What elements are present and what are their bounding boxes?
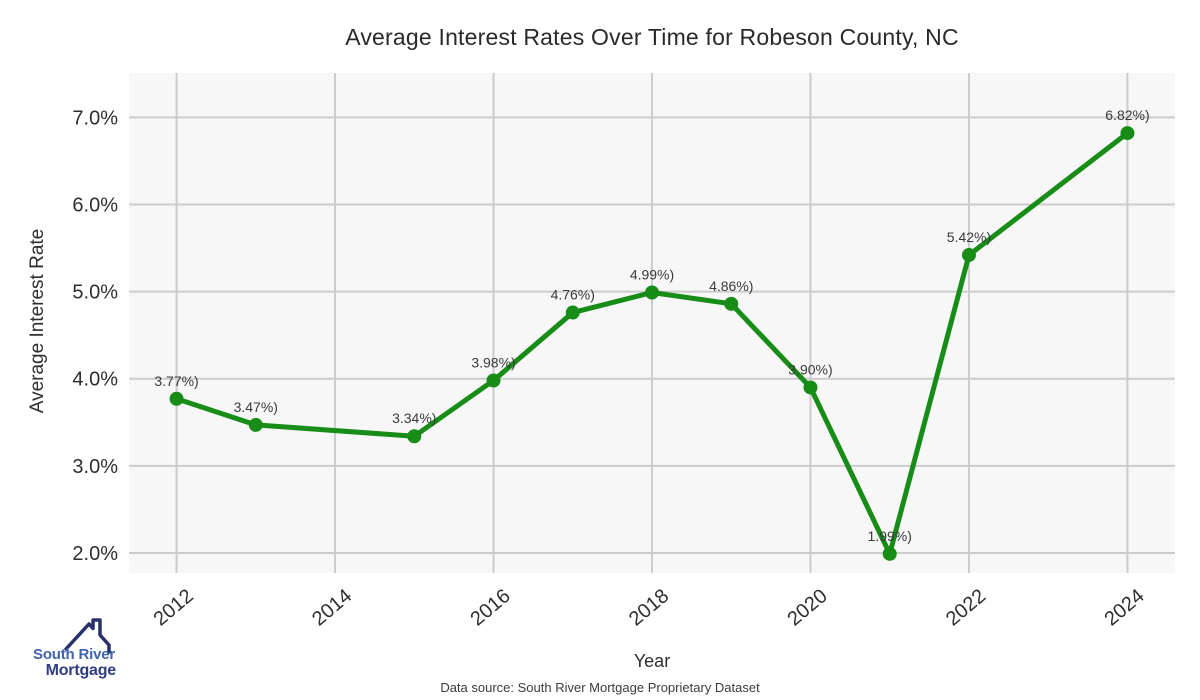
data-point-label: 5.42%) — [947, 229, 991, 245]
logo: South River Mortgage — [20, 610, 116, 685]
y-tick-label: 6.0% — [72, 195, 118, 217]
data-point — [1120, 126, 1135, 141]
chart-title: Average Interest Rates Over Time for Rob… — [345, 24, 959, 50]
logo-text-line2: Mortgage — [45, 662, 117, 679]
data-point-label: 1.99%) — [868, 528, 912, 544]
y-tick-label: 3.0% — [72, 456, 118, 478]
data-point-label: 4.99%) — [630, 267, 674, 283]
x-tick-label: 2022 — [942, 585, 990, 630]
data-point-label: 3.90%) — [788, 361, 832, 377]
data-point — [803, 380, 818, 395]
data-point — [565, 305, 580, 320]
data-point — [248, 417, 263, 432]
y-tick-label: 7.0% — [72, 107, 118, 129]
data-point-label: 6.82%) — [1105, 107, 1149, 123]
data-point — [169, 391, 184, 406]
data-source-note: Data source: South River Mortgage Propri… — [440, 680, 760, 695]
data-point — [882, 546, 897, 561]
data-point-label: 3.34%) — [392, 410, 436, 426]
y-tick-label: 4.0% — [72, 369, 118, 391]
x-tick-label: 2020 — [783, 585, 831, 630]
y-tick-label: 5.0% — [72, 282, 118, 304]
data-point — [961, 248, 976, 263]
data-point — [724, 296, 739, 311]
data-point-label: 3.98%) — [471, 354, 515, 370]
logo-text-line1: South River — [33, 646, 115, 663]
x-tick-label: 2012 — [150, 585, 198, 630]
y-axis-label: Average Interest Rate — [27, 228, 48, 414]
x-tick-label: 2014 — [308, 585, 356, 630]
data-point-label: 3.47%) — [234, 399, 278, 415]
x-tick-label: 2016 — [466, 585, 514, 630]
x-axis-label: Year — [633, 651, 671, 671]
house-roof-icon — [64, 618, 111, 654]
data-point-label: 4.86%) — [709, 278, 753, 294]
data-point — [645, 285, 659, 300]
data-point-label: 3.77%) — [154, 373, 198, 389]
x-tick-label: 2018 — [625, 585, 673, 630]
data-point — [486, 373, 501, 388]
y-tick-label: 2.0% — [72, 543, 118, 565]
data-point-label: 4.76%) — [551, 287, 595, 303]
x-tick-label: 2024 — [1100, 585, 1148, 630]
data-point — [407, 429, 422, 444]
